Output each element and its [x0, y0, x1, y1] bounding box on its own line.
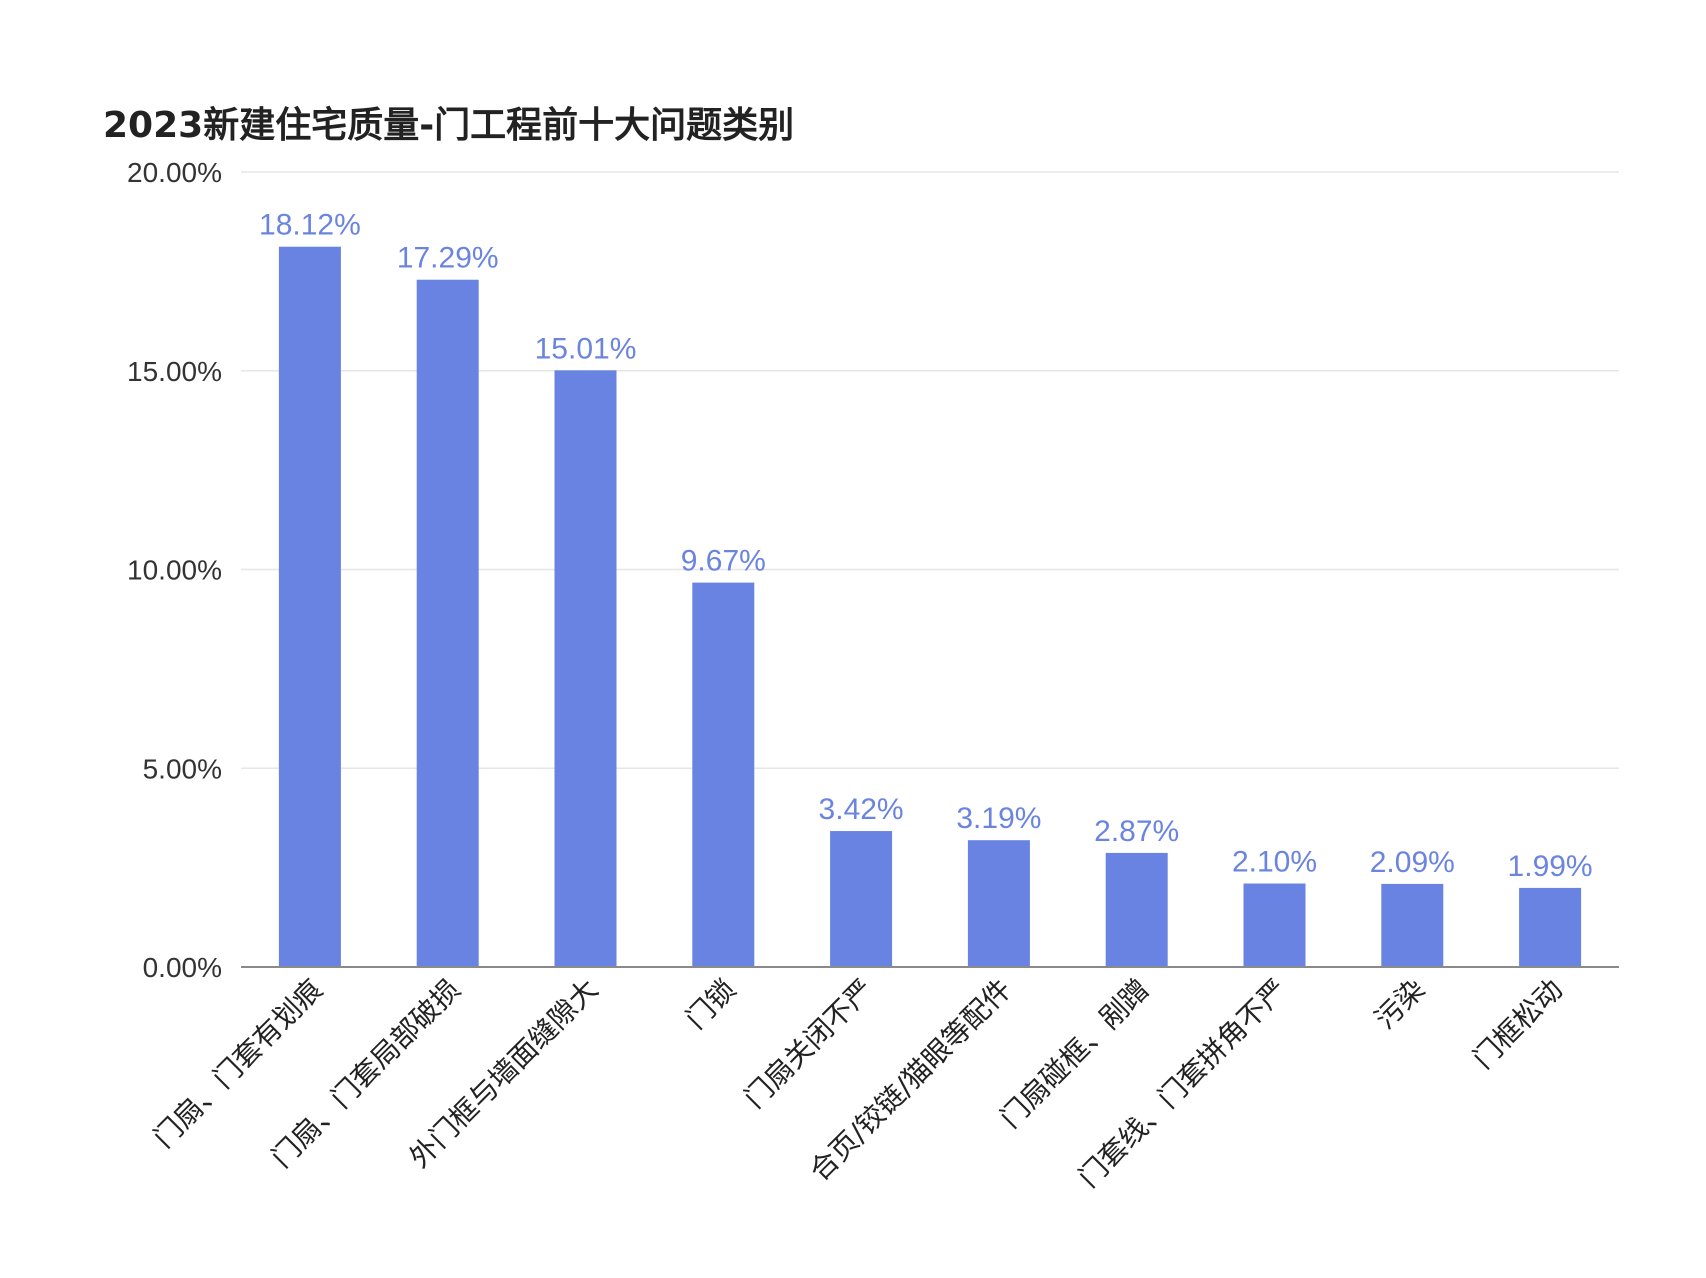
data-label: 3.42% — [819, 793, 904, 826]
y-tick-label: 0.00% — [143, 952, 222, 983]
data-label: 2.87% — [1094, 815, 1179, 848]
x-tick-label: 门锁 — [679, 973, 742, 1036]
x-tick-label: 门扇关闭不严 — [738, 973, 880, 1115]
data-label: 2.10% — [1232, 846, 1317, 879]
bars — [278, 246, 1582, 968]
bar — [830, 831, 893, 967]
data-labels: 18.12% 17.29% 15.01% 9.67% 3.42% 3.19% 2.87% 2.… — [259, 209, 1593, 883]
bar — [1519, 887, 1582, 967]
y-tick-label: 5.00% — [143, 753, 222, 784]
data-label: 18.12% — [259, 209, 361, 242]
data-label: 17.29% — [397, 242, 499, 275]
bar — [1381, 883, 1444, 967]
data-label: 15.01% — [535, 332, 637, 365]
chart-title: 2023新建住宅质量-门工程前十大问题类别 — [103, 105, 795, 146]
y-tick-label: 15.00% — [127, 356, 222, 387]
bar — [1243, 883, 1306, 967]
y-tick-label: 20.00% — [127, 157, 222, 188]
bar — [692, 582, 755, 967]
data-label: 9.67% — [681, 545, 766, 578]
bar — [278, 246, 341, 968]
y-axis: 0.00% 5.00% 10.00% 15.00% 20.00% — [127, 157, 222, 983]
data-label: 3.19% — [956, 802, 1041, 835]
y-tick-label: 10.00% — [127, 555, 222, 586]
bar — [1105, 852, 1168, 967]
data-label: 1.99% — [1508, 850, 1593, 883]
bar — [554, 370, 617, 967]
bar — [967, 840, 1030, 967]
bar — [416, 279, 479, 967]
x-tick-label: 污染 — [1368, 973, 1431, 1036]
data-label: 2.09% — [1370, 846, 1455, 879]
x-tick-label: 门框松动 — [1467, 973, 1570, 1076]
